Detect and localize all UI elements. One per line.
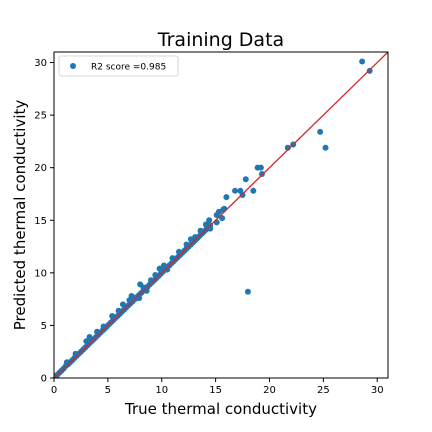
data-point [72,350,79,357]
data-point [257,164,264,171]
data-point [366,67,373,74]
data-point [242,176,249,183]
y-axis-ticks: 0 5 10 15 20 25 30 [34,58,54,385]
data-point [147,277,154,284]
data-point [128,292,135,299]
data-point [322,144,329,151]
data-point [94,328,101,335]
legend: R2 score =0.985 [58,55,179,77]
x-tick-label: 20 [263,385,276,396]
y-tick-label: 0 [41,374,47,385]
y-tick-label: 15 [34,216,47,227]
x-axis-label: True thermal conductivity [124,400,317,418]
y-tick-label: 5 [41,321,47,332]
data-point [244,288,251,295]
data-point [207,225,214,232]
data-point [258,170,265,177]
data-point [152,271,159,278]
data-point [169,255,176,262]
data-point [317,128,324,135]
reference-line [53,51,389,379]
plot-area [53,51,389,379]
x-tick-label: 30 [371,385,384,396]
data-point [220,206,227,213]
data-point [160,262,167,269]
data-point [86,333,93,340]
data-point [100,323,107,330]
x-tick-label: 10 [155,385,168,396]
y-tick-label: 20 [34,163,47,174]
y-axis-label: Predicted thermal conductivity [11,100,29,331]
data-point [136,295,143,302]
data-point [63,359,70,366]
data-point [119,301,126,308]
data-point [197,227,204,234]
y-tick-label: 10 [34,268,47,279]
data-point [219,215,226,222]
data-point [183,241,190,248]
data-point [223,194,230,201]
x-tick-label: 15 [209,385,222,396]
x-axis-ticks: 0 5 10 15 20 25 30 [51,378,384,396]
data-point [202,221,209,228]
data-point [175,248,182,255]
data-point [250,187,257,194]
data-point [359,58,366,65]
data-point [109,312,116,319]
x-tick-label: 5 [105,385,111,396]
chart-title: Training Data [157,29,284,51]
plot-frame [53,51,389,379]
y-tick-label: 25 [34,111,47,122]
data-point [143,287,150,294]
legend-label: R2 score =0.985 [91,63,166,73]
data-point [115,307,122,314]
legend-marker [70,63,76,69]
data-point [232,187,239,194]
data-point [156,265,163,272]
data-point [206,217,213,224]
data-point [83,338,90,345]
x-tick-label: 0 [51,385,57,396]
data-point [213,219,220,226]
y-tick-label: 30 [34,58,47,69]
data-point [192,234,199,241]
legend-box [58,55,179,77]
x-tick-label: 25 [317,385,330,396]
data-point [239,192,246,199]
